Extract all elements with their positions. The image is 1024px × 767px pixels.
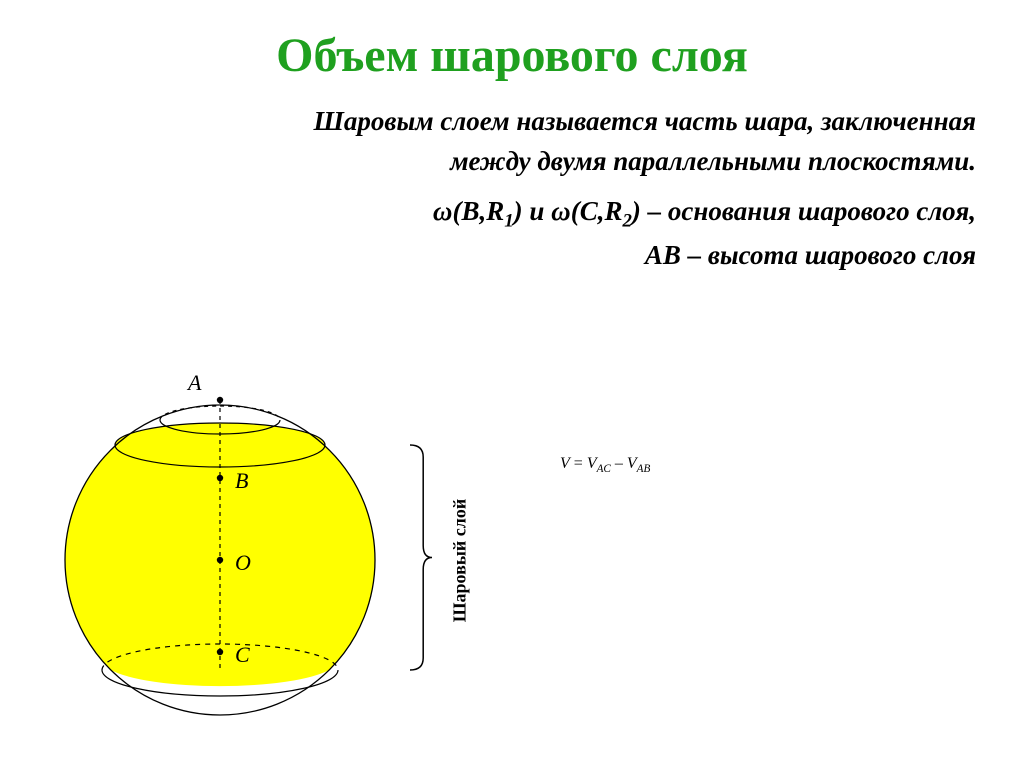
definition-line-2: между двумя параллельными плоскостями. (48, 143, 976, 179)
point-B (217, 475, 223, 481)
sphere-diagram: A B O C Шаровый слой (40, 370, 640, 750)
bases-line: ω(B,R1) и ω(C,R2) – основания шарового с… (0, 184, 1024, 232)
bases-sub1: 1 (504, 210, 513, 231)
bases-suffix: ) – основания шарового слоя, (632, 196, 976, 226)
definition-line-1: Шаровым слоем называется часть шара, зак… (48, 103, 976, 139)
bases-sub2: 2 (622, 210, 631, 231)
zone-top-ellipse (115, 423, 325, 467)
bases-mid: ) и ω(C,R (514, 196, 623, 226)
point-label-C: C (235, 642, 250, 667)
point-A (217, 397, 223, 403)
height-brace (410, 445, 432, 670)
point-O (217, 557, 223, 563)
zone-side-label: Шаровый слой (450, 461, 471, 661)
point-label-B: B (235, 468, 248, 493)
point-label-A: A (186, 370, 202, 395)
point-label-O: O (235, 550, 251, 575)
point-C (217, 649, 223, 655)
height-line: AB – высота шарового слоя (0, 232, 1024, 271)
bases-prefix: ω(B,R (433, 196, 504, 226)
definition-block: Шаровым слоем называется часть шара, зак… (0, 103, 1024, 180)
diagram-svg: A B O C (40, 370, 640, 750)
slide-title: Объем шарового слоя (0, 0, 1024, 103)
